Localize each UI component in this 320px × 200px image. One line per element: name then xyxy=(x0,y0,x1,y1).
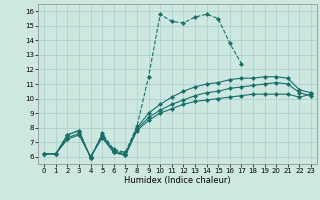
X-axis label: Humidex (Indice chaleur): Humidex (Indice chaleur) xyxy=(124,176,231,185)
